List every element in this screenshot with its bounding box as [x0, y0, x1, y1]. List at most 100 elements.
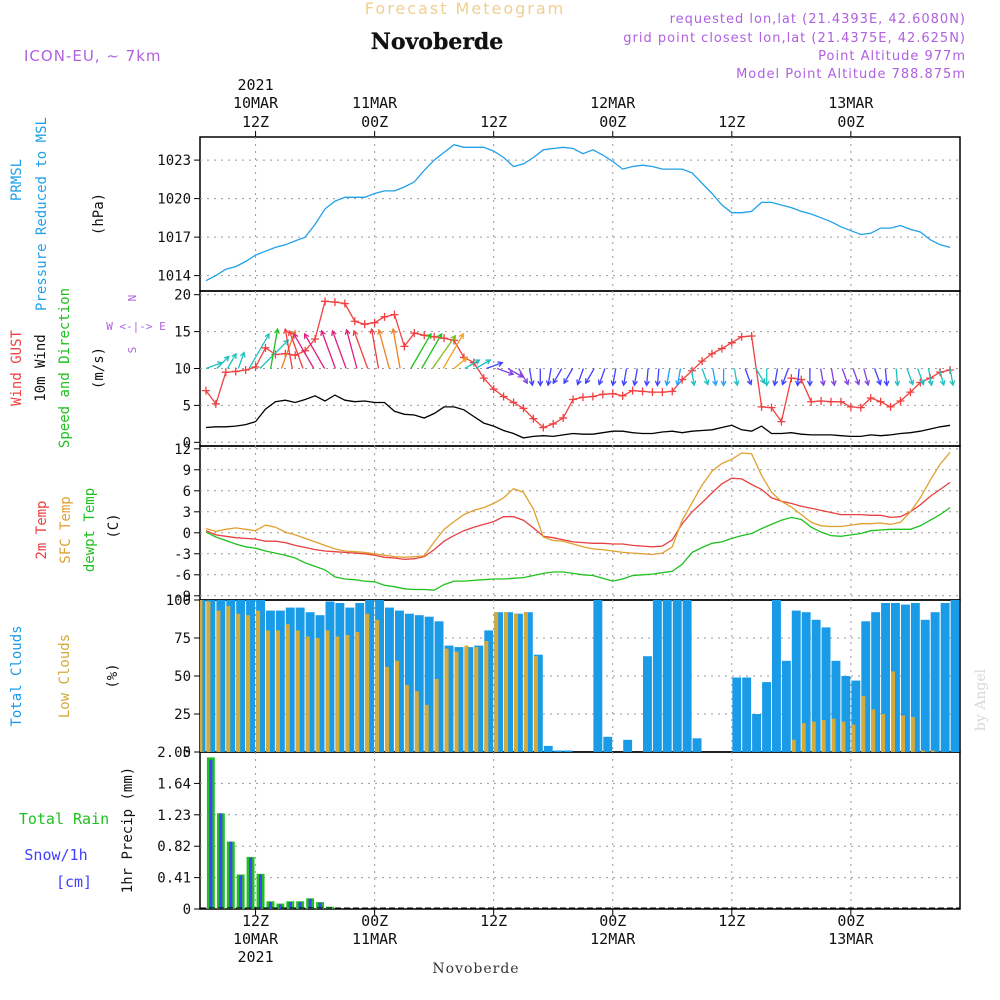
total-cloud-bar [791, 610, 801, 752]
total-clouds-label: Total Clouds [9, 625, 25, 726]
wind-arrow [676, 368, 682, 386]
wind-arrow-head [763, 380, 770, 387]
point-altitude: Point Altitude 977m [818, 49, 966, 64]
pressure-label-long: Pressure Reduced to MSL [34, 117, 50, 311]
gust-marker [549, 419, 558, 428]
wind-arrow-head [654, 380, 661, 387]
y-tick-label: 10 [174, 362, 191, 378]
wind-arrow [237, 352, 245, 369]
gust-marker [350, 317, 359, 326]
wind-arrow [873, 368, 882, 385]
total-cloud-bar [305, 612, 315, 752]
low-cloud-bar [901, 715, 905, 752]
wind-arrow-head [461, 356, 469, 363]
gust-marker [400, 342, 409, 351]
gust-marker [499, 392, 508, 401]
wind-arrow [938, 368, 945, 386]
wind-arrow [304, 333, 326, 369]
gust-marker [261, 343, 270, 352]
gust-marker [608, 389, 617, 398]
gust-marker [370, 318, 379, 327]
total-cloud-bar [315, 615, 325, 752]
bottom-time-label: 11MAR [352, 930, 398, 948]
wind-arrow-head [781, 379, 787, 386]
low-cloud-bar [315, 638, 320, 752]
wind-arrow [496, 367, 514, 375]
y-tick-label: 0 [183, 526, 191, 542]
wind-arrow [744, 368, 752, 385]
total-cloud-bar [762, 682, 771, 752]
gust-marker [896, 396, 905, 405]
gust-marker [747, 332, 756, 341]
wind-arrow-head [231, 352, 237, 359]
top-time-label: 10MAR [233, 94, 279, 112]
gust-marker [211, 399, 220, 408]
gust-label: Wind GUST [9, 330, 25, 406]
wind-arrow [547, 368, 552, 386]
wind-arrow-head [287, 329, 294, 336]
wind-arrow [205, 362, 223, 370]
total-rain-label: Total Rain [19, 810, 109, 828]
gust-marker [588, 392, 597, 401]
wind-arrow-head [223, 355, 230, 362]
total-cloud-bar [672, 600, 682, 752]
gust-marker [707, 349, 716, 358]
wind-arrow [259, 339, 289, 369]
wind-arrow-head [949, 380, 956, 387]
wind-arrow-head [795, 380, 801, 387]
wind-arrow-head [485, 359, 492, 365]
total-cloud-bar [910, 603, 920, 752]
y-tick-label: 3 [183, 505, 191, 521]
wind-arrow-head [239, 351, 246, 358]
total-cloud-bar [553, 750, 563, 752]
low-cloud-bar [414, 691, 419, 752]
wind-arrow [598, 368, 606, 385]
y-tick-label: 2.05 [157, 745, 191, 761]
total-cloud-bar [881, 603, 890, 752]
snow-bar [278, 904, 282, 909]
wind-arrow-head [597, 379, 604, 386]
gust-marker [767, 403, 776, 412]
wind-arrow [633, 368, 638, 386]
dewpt-label: dewpt Temp [82, 488, 98, 572]
y-tick-label: 1.23 [157, 808, 191, 824]
low-cloud-bar [355, 631, 360, 752]
bottom-time-label: 12Z [718, 912, 745, 930]
y-tick-label: 1014 [157, 269, 191, 285]
wind-arrow [656, 368, 660, 386]
total-cloud-bar [752, 714, 761, 752]
panel-frame-temp [199, 445, 961, 601]
gust-marker [479, 374, 488, 383]
wind-arrow-head [772, 380, 779, 387]
wind-arrow [507, 367, 523, 378]
wind-arrow-head [528, 380, 535, 387]
total-cloud-bar [871, 612, 881, 752]
y-tick-label: 15 [174, 325, 191, 341]
bottom-time-label: 12MAR [590, 930, 636, 948]
gust-marker [807, 397, 816, 406]
bottom-time-label: 12Z [242, 912, 269, 930]
wind-arrow-head [819, 380, 826, 387]
snow-bar [298, 902, 302, 909]
low-cloud-bar [851, 724, 856, 752]
snow-bar [308, 899, 312, 909]
total-cloud-bar [395, 610, 404, 752]
bottom-time-label: 00Z [837, 912, 864, 930]
wind-arrow [585, 368, 595, 384]
gust-marker [251, 363, 260, 372]
wind-arrow-head [517, 372, 524, 378]
wind-arrow [576, 368, 585, 385]
grid-point: grid point closest lon,lat (21.4375E, 42… [623, 31, 966, 46]
top-time-label: 00Z [837, 113, 864, 131]
total-cloud-bar [325, 601, 335, 752]
gust-marker [430, 332, 439, 341]
wind-arrow [345, 329, 358, 369]
gust-marker [856, 403, 865, 412]
compass-north: N [126, 295, 139, 302]
compass-south: S [126, 347, 139, 354]
wind-arrow-head [664, 380, 671, 387]
wind-arrow-head [458, 332, 464, 339]
gust-marker [648, 388, 657, 397]
y-tick-label: -6 [174, 568, 191, 584]
wind-arrow-head [675, 380, 682, 387]
